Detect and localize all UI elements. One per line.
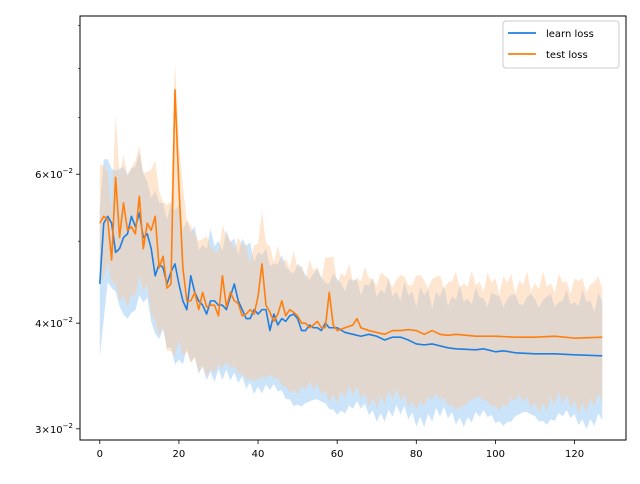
- x-axis: 0 20 40 60 80 100 120: [97, 440, 584, 460]
- line-learn-loss: [98, 212, 603, 357]
- y-axis: 3×10−24×10−26×10−2: [35, 24, 80, 436]
- y-tick-label-exp-base: 10: [50, 170, 63, 181]
- plot-area-frame: [79, 15, 627, 441]
- y-tick-label: 6×10−2: [35, 167, 73, 181]
- y-tick-label-base: 3: [35, 425, 41, 436]
- line-test-loss: [99, 89, 603, 339]
- y-tick-label-base: 6: [35, 170, 41, 181]
- y-tick-label-mult: ×: [42, 170, 50, 181]
- x-tick-label: 40: [252, 449, 265, 460]
- legend: learn loss test loss: [502, 20, 620, 69]
- y-tick-label-mult: ×: [42, 319, 50, 330]
- x-tick-label: 100: [486, 449, 505, 460]
- y-tick-label-exp: −2: [63, 167, 73, 175]
- y-tick-label-exp-base: 10: [50, 319, 63, 330]
- y-tick-label-mult: ×: [42, 425, 50, 436]
- x-tick-label: 120: [565, 449, 584, 460]
- x-tick-label: 60: [331, 449, 344, 460]
- legend-label: learn loss: [546, 29, 594, 40]
- y-tick-label: 4×10−2: [35, 316, 73, 330]
- confidence-bands: [99, 61, 603, 430]
- y-tick-label: 3×10−2: [35, 422, 73, 436]
- legend-label: test loss: [546, 50, 588, 61]
- y-tick-label-exp: −2: [63, 422, 73, 430]
- y-tick-label-exp-base: 10: [50, 425, 63, 436]
- x-tick-label: 0: [97, 449, 103, 460]
- x-tick-label: 20: [173, 449, 186, 460]
- band-learn-loss: [99, 152, 603, 430]
- y-tick-label-exp: −2: [63, 316, 73, 324]
- band-test-loss: [99, 61, 603, 414]
- y-tick-label-base: 4: [35, 319, 41, 330]
- series-lines: [98, 89, 603, 357]
- x-tick-label: 80: [410, 449, 423, 460]
